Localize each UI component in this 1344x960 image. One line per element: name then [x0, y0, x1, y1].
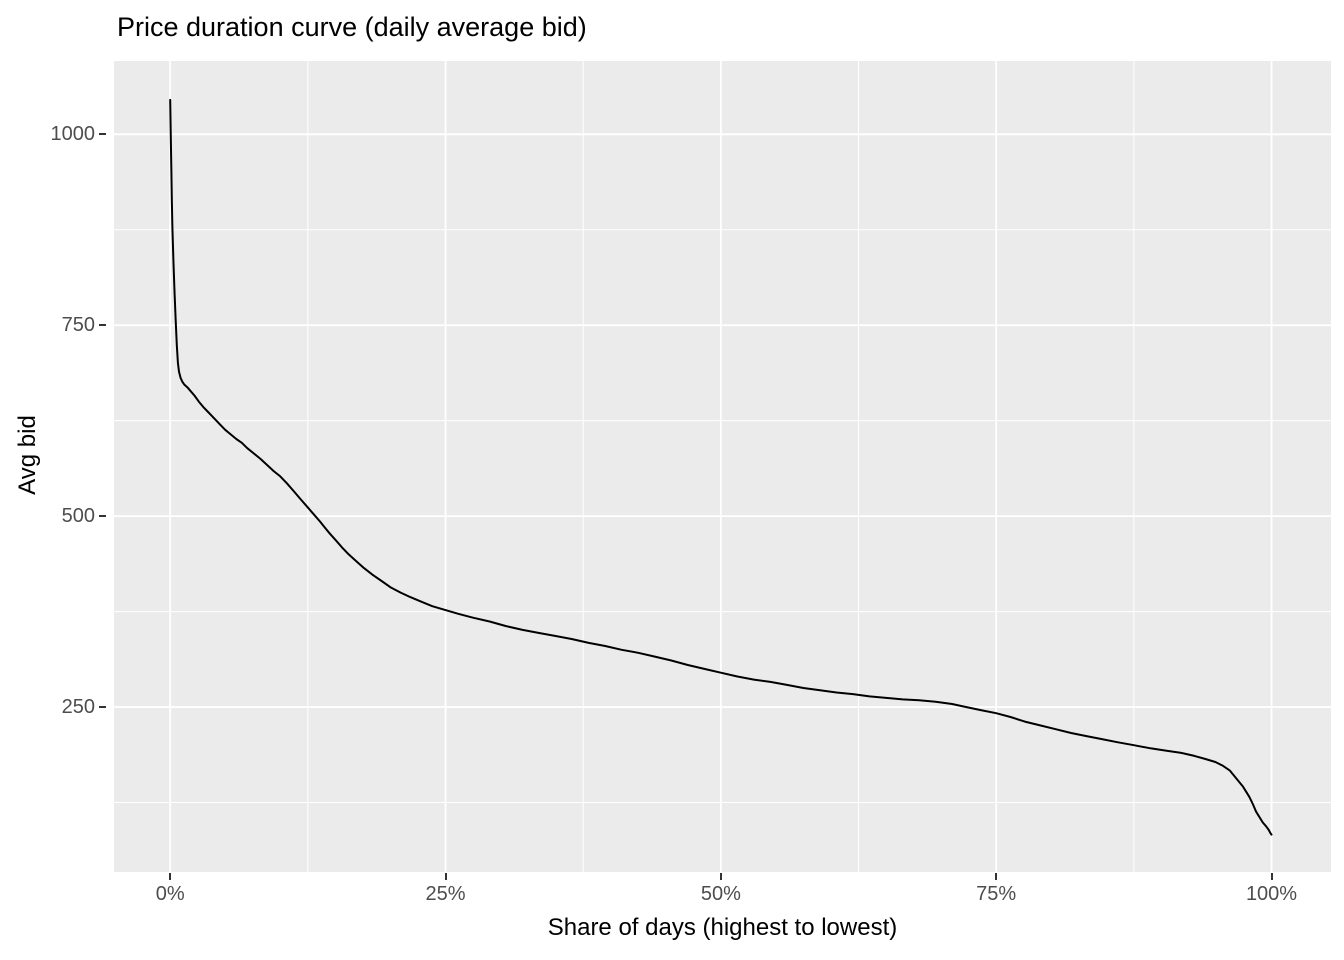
x-tick-label: 100%: [1245, 883, 1298, 905]
x-tick-mark: [169, 873, 172, 880]
x-tick-label: 75%: [976, 883, 1017, 905]
x-tick-mark: [444, 873, 447, 880]
y-tick-label: 1000: [50, 123, 96, 146]
chart-title: Price duration curve (daily average bid): [117, 12, 587, 42]
duration-curve: [169, 98, 1273, 836]
x-tick-mark: [719, 873, 722, 880]
y-tick-label: 750: [61, 314, 95, 337]
y-tick-label: 250: [61, 696, 95, 719]
x-tick-label: 50%: [700, 883, 741, 905]
plot-panel: [114, 61, 1331, 872]
y-tick-mark: [99, 706, 106, 709]
y-tick-mark: [99, 324, 106, 327]
y-tick-mark: [99, 133, 106, 136]
line-plot-canvas: [114, 61, 1331, 872]
y-axis-title: Avg bid: [14, 415, 41, 495]
y-tick-label: 500: [61, 505, 95, 528]
x-tick-mark: [995, 873, 998, 880]
x-axis-title: Share of days (highest to lowest): [547, 914, 898, 941]
y-tick-mark: [99, 515, 106, 518]
x-tick-label: 0%: [155, 883, 185, 905]
x-tick-label: 25%: [425, 883, 466, 905]
x-tick-mark: [1270, 873, 1273, 880]
